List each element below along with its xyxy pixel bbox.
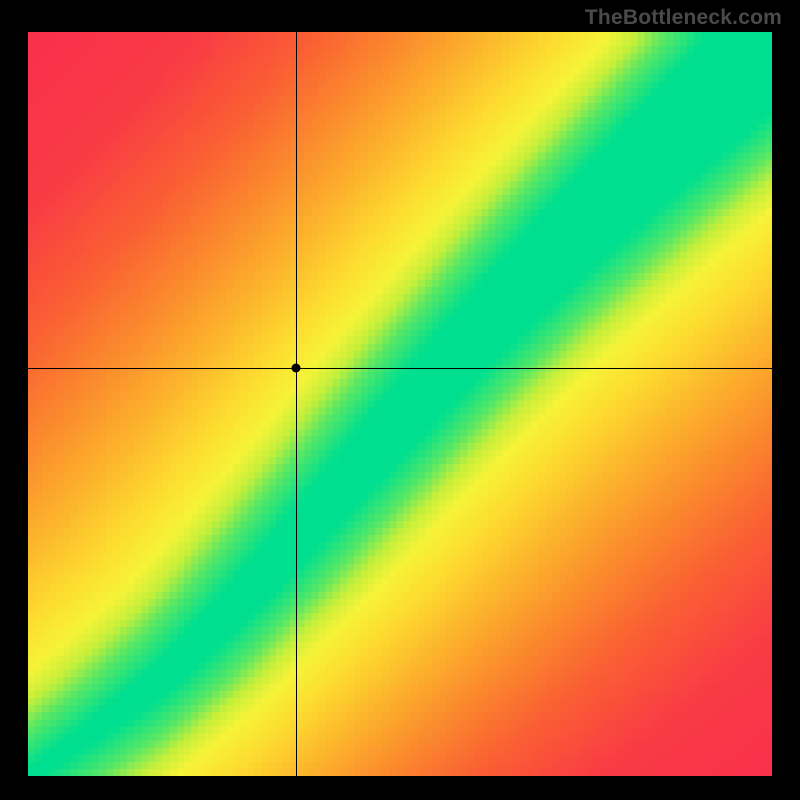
heatmap-canvas — [28, 32, 772, 776]
crosshair-vertical — [296, 32, 297, 776]
crosshair-horizontal — [28, 368, 772, 369]
plot-area — [28, 32, 772, 776]
chart-container: TheBottleneck.com — [0, 0, 800, 800]
watermark-text: TheBottleneck.com — [585, 6, 782, 30]
crosshair-marker — [291, 364, 300, 373]
